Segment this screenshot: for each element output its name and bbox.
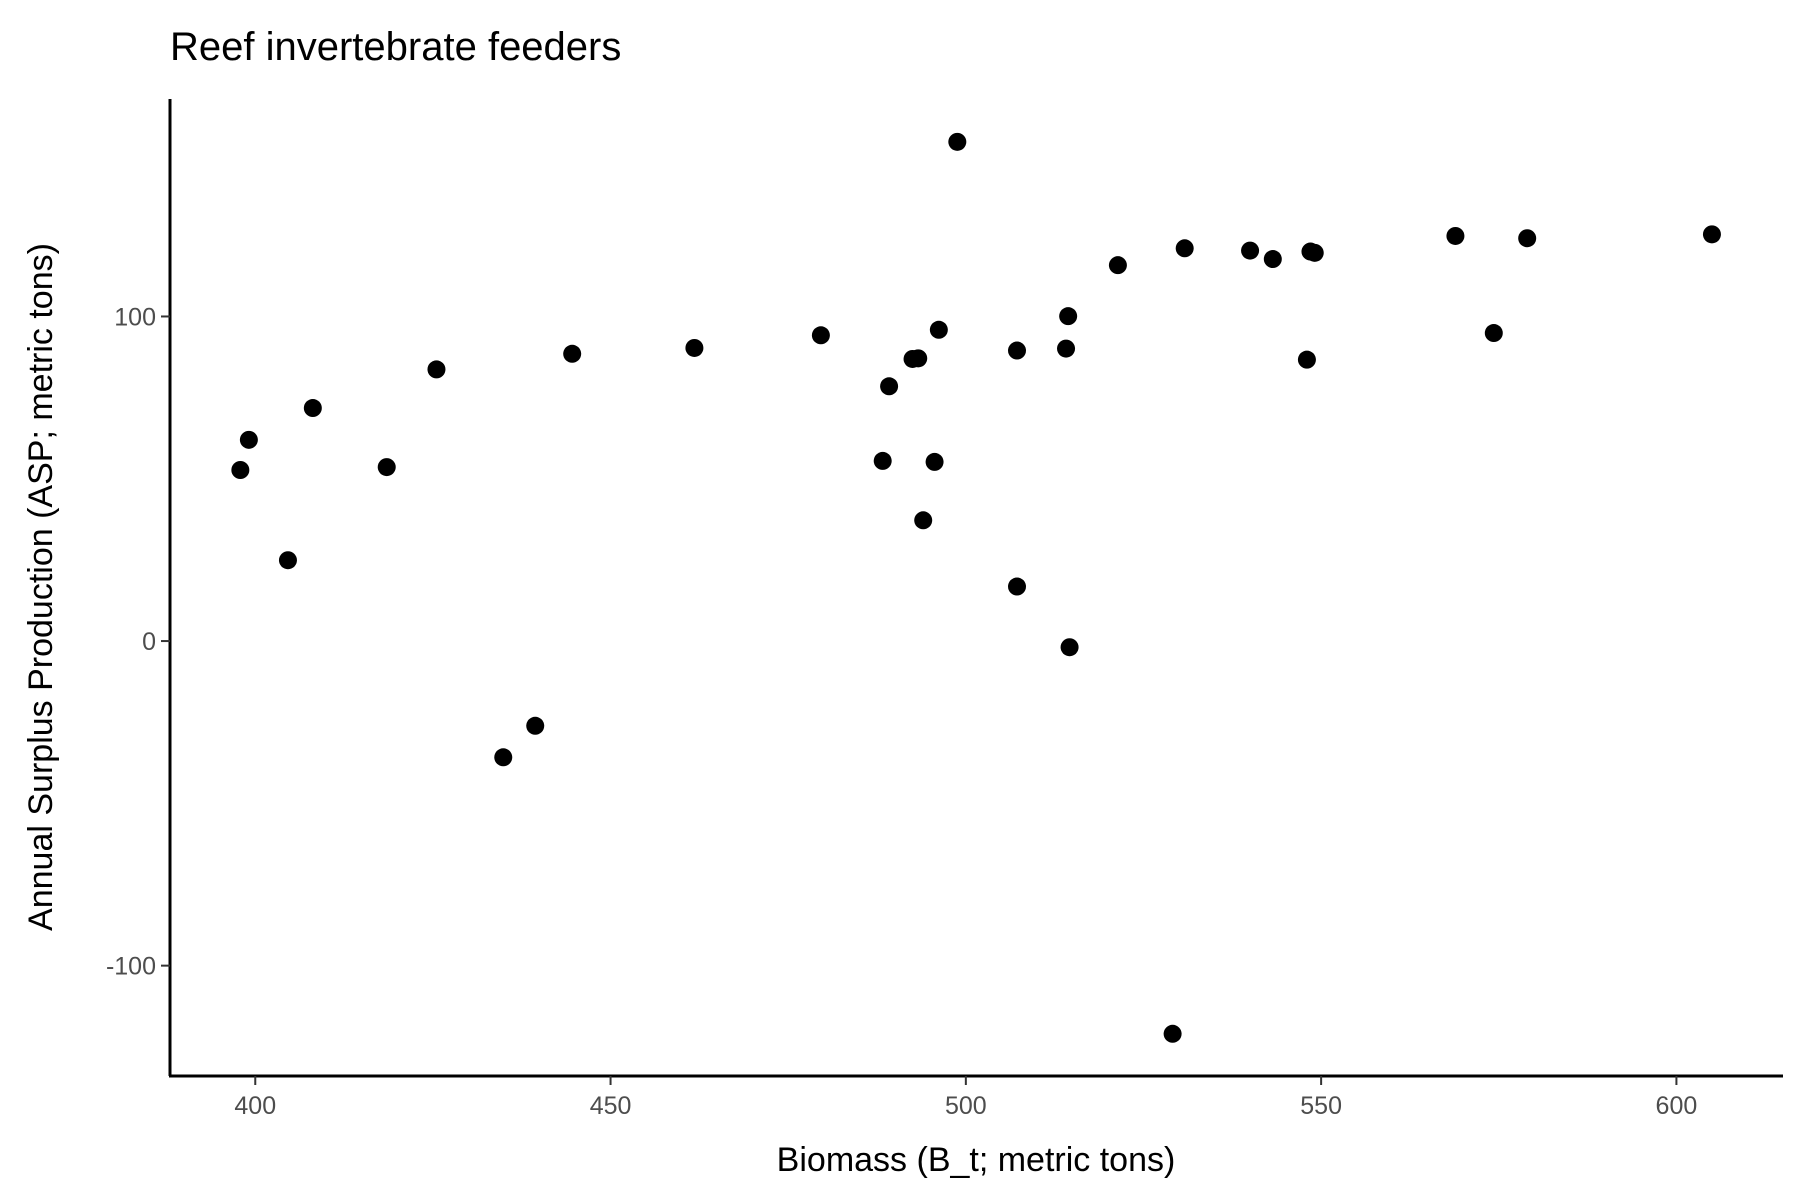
data-point-33 bbox=[1484, 324, 1503, 343]
data-point-14 bbox=[909, 349, 928, 368]
data-point-5 bbox=[427, 360, 446, 379]
data-point-12 bbox=[880, 377, 899, 396]
data-point-17 bbox=[929, 320, 948, 339]
data-point-22 bbox=[1059, 307, 1078, 326]
data-point-34 bbox=[1518, 229, 1537, 248]
chart-title: Reef invertebrate feeders bbox=[170, 25, 621, 69]
data-point-18 bbox=[948, 132, 967, 151]
x-tick-label: 600 bbox=[1656, 1092, 1698, 1120]
data-point-31 bbox=[1305, 243, 1324, 262]
y-axis-label: Annual Surplus Production (ASP; metric t… bbox=[22, 243, 60, 931]
data-point-19 bbox=[1008, 341, 1027, 360]
data-point-23 bbox=[1060, 638, 1079, 657]
data-point-7 bbox=[526, 716, 545, 735]
x-axis-ticks: 400 450 500 550 600 bbox=[234, 1076, 1697, 1120]
y-axis-ticks: -100 0 100 bbox=[106, 303, 170, 981]
data-point-2 bbox=[278, 551, 297, 570]
x-tick-label: 550 bbox=[1300, 1092, 1342, 1120]
data-point-16 bbox=[925, 452, 944, 471]
data-point-1 bbox=[239, 430, 258, 449]
data-point-6 bbox=[494, 748, 513, 767]
x-tick-label: 500 bbox=[945, 1092, 987, 1120]
data-point-9 bbox=[685, 338, 704, 357]
data-points bbox=[231, 132, 1721, 1043]
data-point-8 bbox=[563, 344, 582, 363]
data-point-24 bbox=[1108, 256, 1127, 275]
y-tick-label: 0 bbox=[142, 628, 156, 656]
data-point-4 bbox=[377, 458, 396, 477]
y-tick-label: 100 bbox=[114, 303, 156, 331]
data-point-26 bbox=[1175, 239, 1194, 258]
data-point-35 bbox=[1702, 225, 1721, 244]
data-point-28 bbox=[1263, 250, 1282, 269]
x-tick-label: 450 bbox=[590, 1092, 632, 1120]
data-point-15 bbox=[914, 511, 933, 530]
data-point-3 bbox=[303, 399, 322, 418]
data-point-32 bbox=[1446, 226, 1465, 245]
data-point-11 bbox=[873, 451, 892, 470]
data-point-10 bbox=[811, 326, 830, 345]
data-point-0 bbox=[231, 461, 250, 480]
data-point-25 bbox=[1163, 1024, 1182, 1043]
x-tick-label: 400 bbox=[234, 1092, 276, 1120]
data-point-20 bbox=[1008, 577, 1027, 596]
data-point-21 bbox=[1057, 339, 1076, 358]
data-point-29 bbox=[1297, 350, 1316, 369]
plot-area bbox=[231, 132, 1721, 1043]
x-axis-label: Biomass (B_t; metric tons) bbox=[777, 1141, 1176, 1179]
data-point-27 bbox=[1241, 241, 1260, 260]
y-tick-label: -100 bbox=[106, 953, 156, 981]
